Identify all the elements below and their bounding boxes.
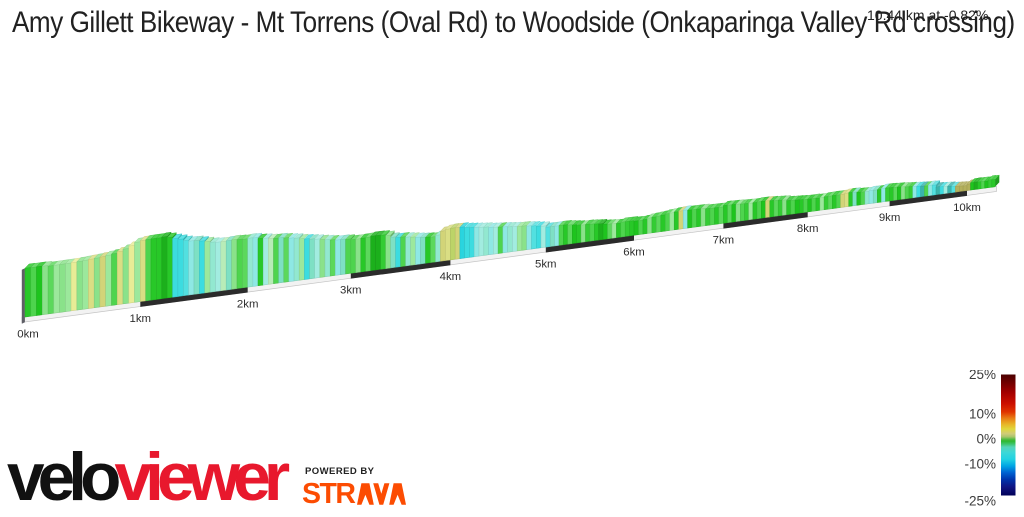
svg-text:1km: 1km (130, 313, 152, 325)
svg-text:6km: 6km (623, 247, 645, 259)
svg-text:10%: 10% (969, 407, 996, 422)
svg-text:2km: 2km (237, 298, 259, 310)
svg-text:4km: 4km (440, 271, 462, 283)
svg-text:9km: 9km (879, 212, 901, 224)
svg-text:7km: 7km (713, 235, 735, 247)
svg-text:0km: 0km (17, 328, 39, 340)
svg-text:10km: 10km (953, 202, 981, 214)
svg-text:3km: 3km (340, 285, 362, 297)
svg-text:5km: 5km (535, 258, 557, 270)
svg-text:8km: 8km (797, 223, 819, 235)
svg-text:-25%: -25% (964, 493, 996, 508)
svg-text:25%: 25% (969, 370, 996, 382)
svg-text:-10%: -10% (964, 457, 996, 472)
svg-text:0%: 0% (976, 432, 996, 447)
